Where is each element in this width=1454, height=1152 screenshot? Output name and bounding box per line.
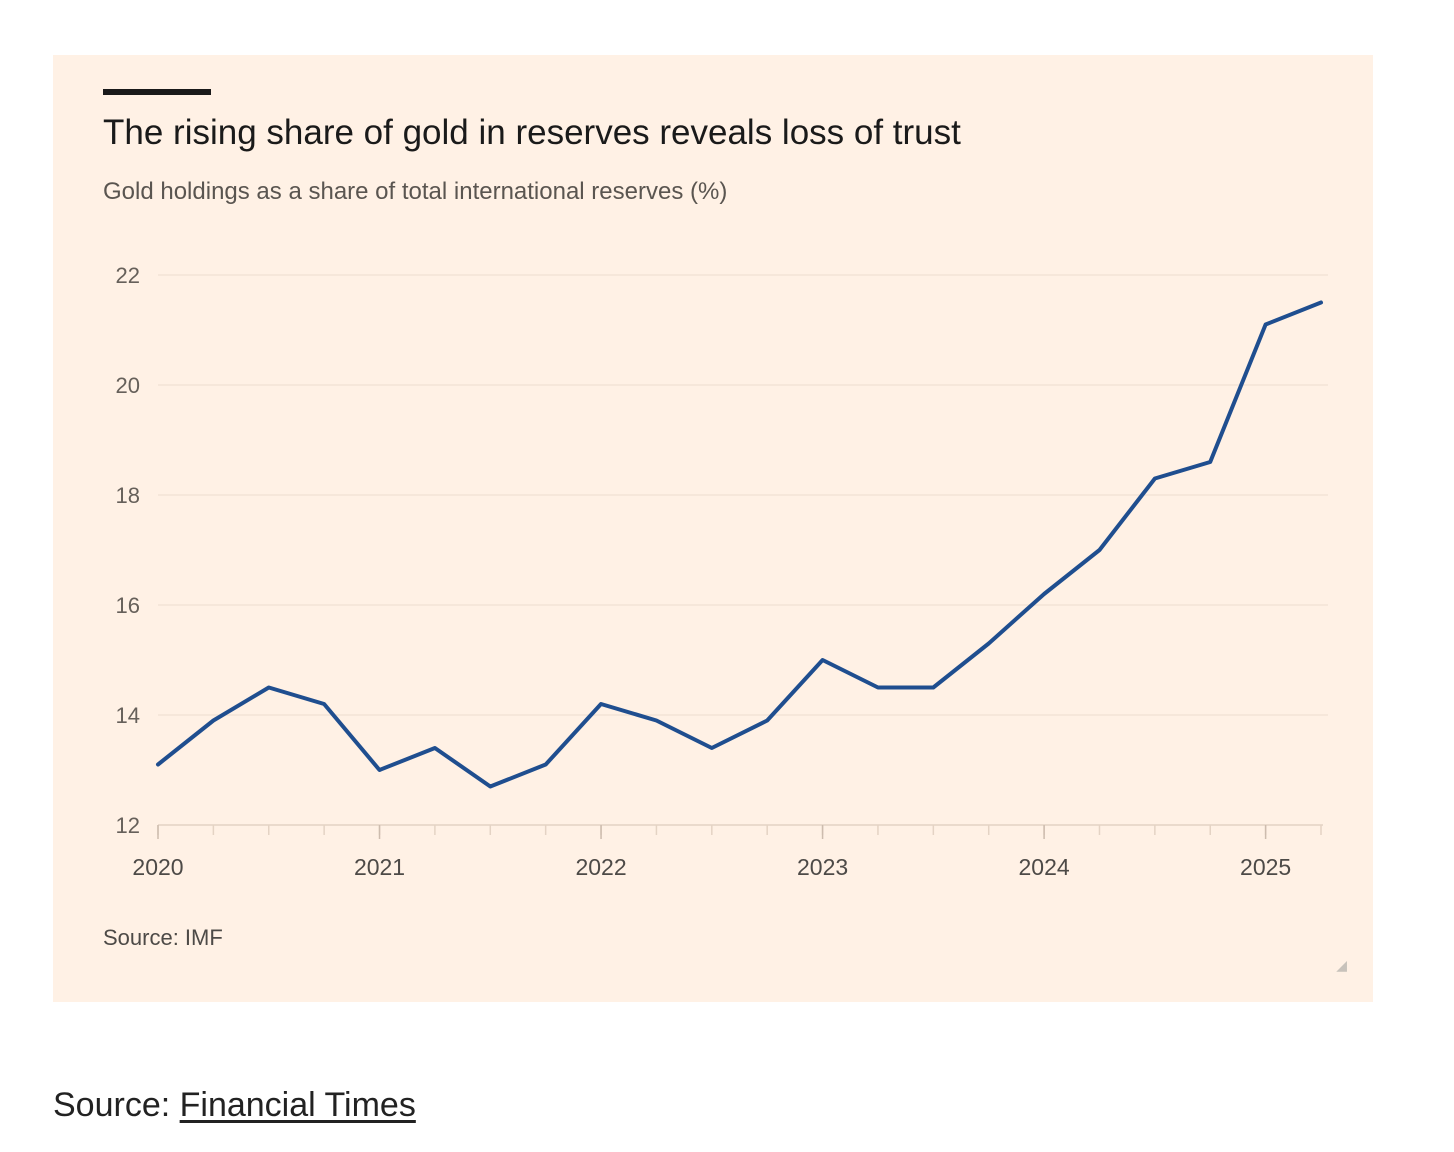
page-source-prefix: Source: [53, 1086, 180, 1124]
grid-lines [158, 274, 1328, 826]
y-tick-label: 14 [116, 703, 140, 728]
series-layer [156, 300, 1323, 789]
x-tick-label: 2021 [354, 854, 405, 880]
x-tick-label: 2020 [132, 854, 183, 880]
resize-handle-icon: ◢ [1336, 957, 1347, 973]
chart-subtitle: Gold holdings as a share of total intern… [103, 178, 728, 205]
x-tick-label: 2024 [1019, 854, 1070, 880]
series-line [156, 300, 1323, 789]
line-chart: 22 20 18 16 14 12 2020 2021 2022 2023 2024 2025 [116, 263, 1328, 880]
y-axis-ticks: 22 20 18 16 14 12 [116, 263, 140, 838]
financial-times-link[interactable]: Financial Times [179, 1086, 416, 1124]
y-tick-label: 22 [116, 263, 140, 288]
chart-title: The rising share of gold in reserves rev… [103, 113, 961, 152]
x-tick-label: 2025 [1240, 854, 1291, 880]
y-tick-label: 16 [116, 593, 140, 618]
chart-source: Source: IMF [103, 925, 223, 950]
x-tick-label: 2022 [575, 854, 626, 880]
y-tick-label: 18 [116, 483, 140, 508]
x-axis-ticks: 2020 2021 2022 2023 2024 2025 [132, 825, 1322, 880]
page-source: Source: Financial Times [53, 1086, 416, 1125]
chart-card: The rising share of gold in reserves rev… [53, 55, 1373, 1002]
title-accent-bar [103, 89, 211, 95]
y-tick-label: 12 [116, 813, 140, 838]
y-tick-label: 20 [116, 373, 140, 398]
x-tick-label: 2023 [797, 854, 848, 880]
